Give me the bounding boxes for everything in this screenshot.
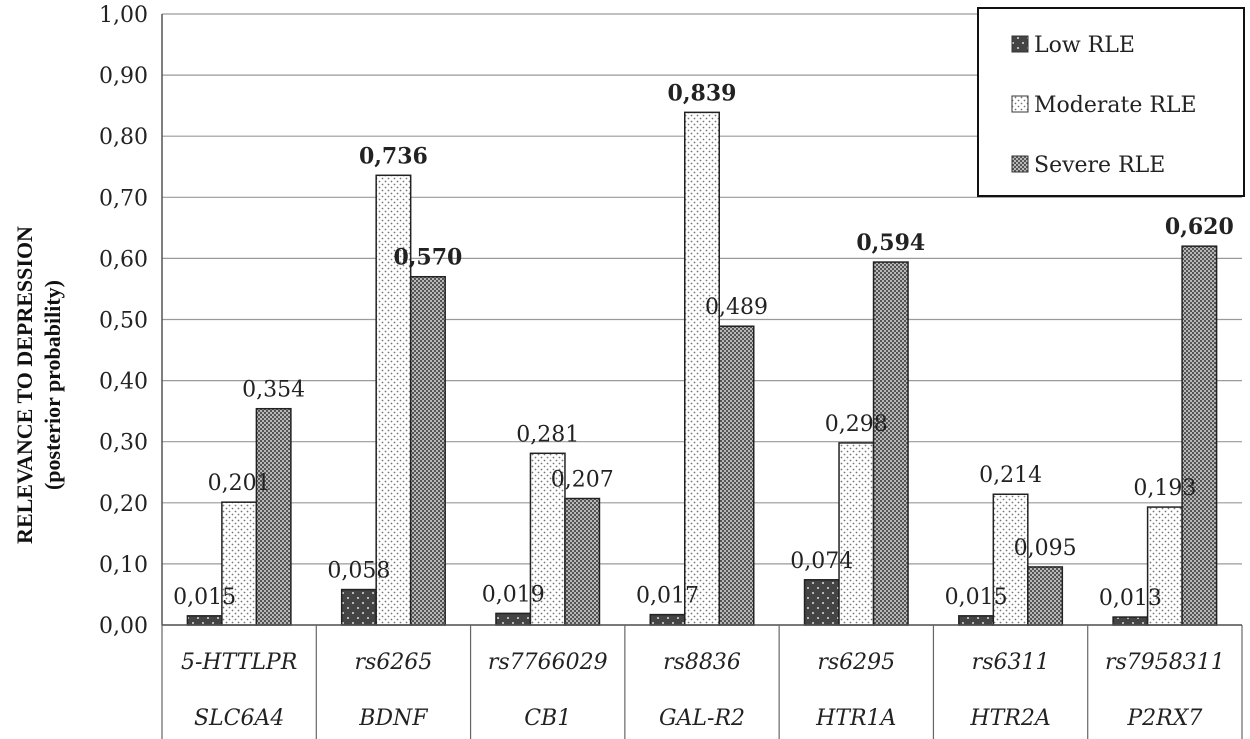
bar-severe-2 <box>564 497 601 626</box>
bar-moderate-4 <box>838 442 875 626</box>
category-gene-label: BDNF <box>358 706 428 731</box>
legend-label-moderate: Moderate RLE <box>1034 93 1197 118</box>
category-snp-label: rs7766029 <box>488 650 608 675</box>
bar-low-5 <box>958 615 995 626</box>
data-label-severe-4: 0,594 <box>856 230 925 256</box>
bar-low-1 <box>340 588 377 626</box>
data-label-severe-2: 0,207 <box>551 468 614 493</box>
category-gene-label: HTR2A <box>969 706 1050 731</box>
bar-low-3 <box>649 613 686 626</box>
legend-swatch-severe <box>1011 155 1029 173</box>
data-label-low-1: 0,058 <box>327 559 390 584</box>
y-tick-label: 1,00 <box>99 3 148 28</box>
legend-label-low: Low RLE <box>1034 33 1135 58</box>
bar-moderate-1 <box>375 174 412 626</box>
category-snp-label: 5-HTTLPR <box>181 650 297 675</box>
category-snp-label: rs6311 <box>972 650 1050 675</box>
category-snp-label: rs8836 <box>663 650 741 675</box>
y-axis-ticks: 0,00 0,10 0,20 0,30 0,40 0,50 0,60 0,70 0,80 0,90… <box>99 3 148 639</box>
data-label-low-5: 0,015 <box>945 585 1008 610</box>
data-label-moderate-6: 0,193 <box>1133 476 1196 501</box>
data-label-low-6: 0,013 <box>1099 586 1162 611</box>
legend-swatch-moderate <box>1011 95 1029 113</box>
data-label-low-4: 0,074 <box>790 549 853 574</box>
y-axis-title: RELEVANCE TO DEPRESSION (posterior proba… <box>12 226 65 544</box>
bar-severe-0 <box>255 407 292 626</box>
legend-label-severe: Severe RLE <box>1034 153 1165 178</box>
data-label-moderate-1: 0,736 <box>359 143 428 169</box>
category-gene-label: P2RX7 <box>1126 706 1202 731</box>
y-tick-label: 0,70 <box>99 186 148 211</box>
category-gene-label: HTR1A <box>815 706 896 731</box>
bar-severe-4 <box>872 261 909 626</box>
y-tick-label: 0,40 <box>99 370 148 395</box>
bar-moderate-5 <box>992 493 1029 626</box>
data-label-moderate-0: 0,201 <box>208 471 271 496</box>
y-axis-title-line2: (posterior probability) <box>40 280 65 490</box>
data-label-moderate-3: 0,839 <box>668 80 737 106</box>
bar-moderate-3 <box>684 111 720 626</box>
category-gene-label: CB1 <box>524 706 571 731</box>
data-label-low-3: 0,017 <box>636 584 699 609</box>
data-label-severe-1: 0,570 <box>393 245 462 271</box>
y-axis-title-line1: RELEVANCE TO DEPRESSION <box>12 226 37 544</box>
legend: Low RLE Moderate RLE Severe RLE <box>977 7 1245 197</box>
category-gene-label: GAL-R2 <box>659 706 745 731</box>
bar-low-4 <box>803 579 840 626</box>
data-label-moderate-5: 0,214 <box>979 463 1042 488</box>
y-tick-label: 0,20 <box>99 492 148 517</box>
category-snp-label: rs7958311 <box>1105 650 1225 675</box>
data-label-moderate-4: 0,298 <box>825 412 888 437</box>
data-label-severe-5: 0,095 <box>1014 536 1077 561</box>
bar-severe-3 <box>718 325 755 626</box>
bar-moderate-2 <box>529 452 566 626</box>
y-tick-label: 0,30 <box>99 431 148 456</box>
data-label-severe-3: 0,489 <box>705 295 768 320</box>
y-tick-label: 0,60 <box>99 247 148 272</box>
category-gene-label: SLC6A4 <box>194 706 284 731</box>
bar-low-6 <box>1112 616 1149 626</box>
y-tick-label: 0,00 <box>99 614 148 639</box>
y-tick-label: 0,80 <box>99 125 148 150</box>
bars <box>186 111 1218 626</box>
category-snp-label: rs6295 <box>817 650 895 675</box>
bar-severe-5 <box>1027 566 1064 626</box>
data-label-severe-6: 0,620 <box>1165 214 1234 240</box>
category-table: 5-HTTLPR SLC6A4 rs6265 BDNF rs7766029 CB1 rs88… <box>161 624 1243 739</box>
bar-severe-6 <box>1181 245 1218 626</box>
category-snp-label: rs6265 <box>355 650 433 675</box>
bar-low-0 <box>186 615 223 626</box>
data-label-low-2: 0,019 <box>482 582 545 607</box>
data-label-severe-0: 0,354 <box>242 378 305 403</box>
bar-low-2 <box>495 612 532 626</box>
bar-moderate-6 <box>1146 506 1183 626</box>
y-tick-label: 0,10 <box>99 553 148 578</box>
y-tick-label: 0,90 <box>99 64 148 89</box>
legend-swatch-low <box>1011 35 1029 53</box>
data-label-moderate-2: 0,281 <box>516 422 579 447</box>
y-tick-label: 0,50 <box>99 309 148 334</box>
data-label-low-0: 0,015 <box>173 585 236 610</box>
data-labels: 0,015 0,058 0,019 0,017 0,074 0,015 0,013 0,201… <box>173 80 1234 611</box>
bar-severe-1 <box>409 275 446 626</box>
